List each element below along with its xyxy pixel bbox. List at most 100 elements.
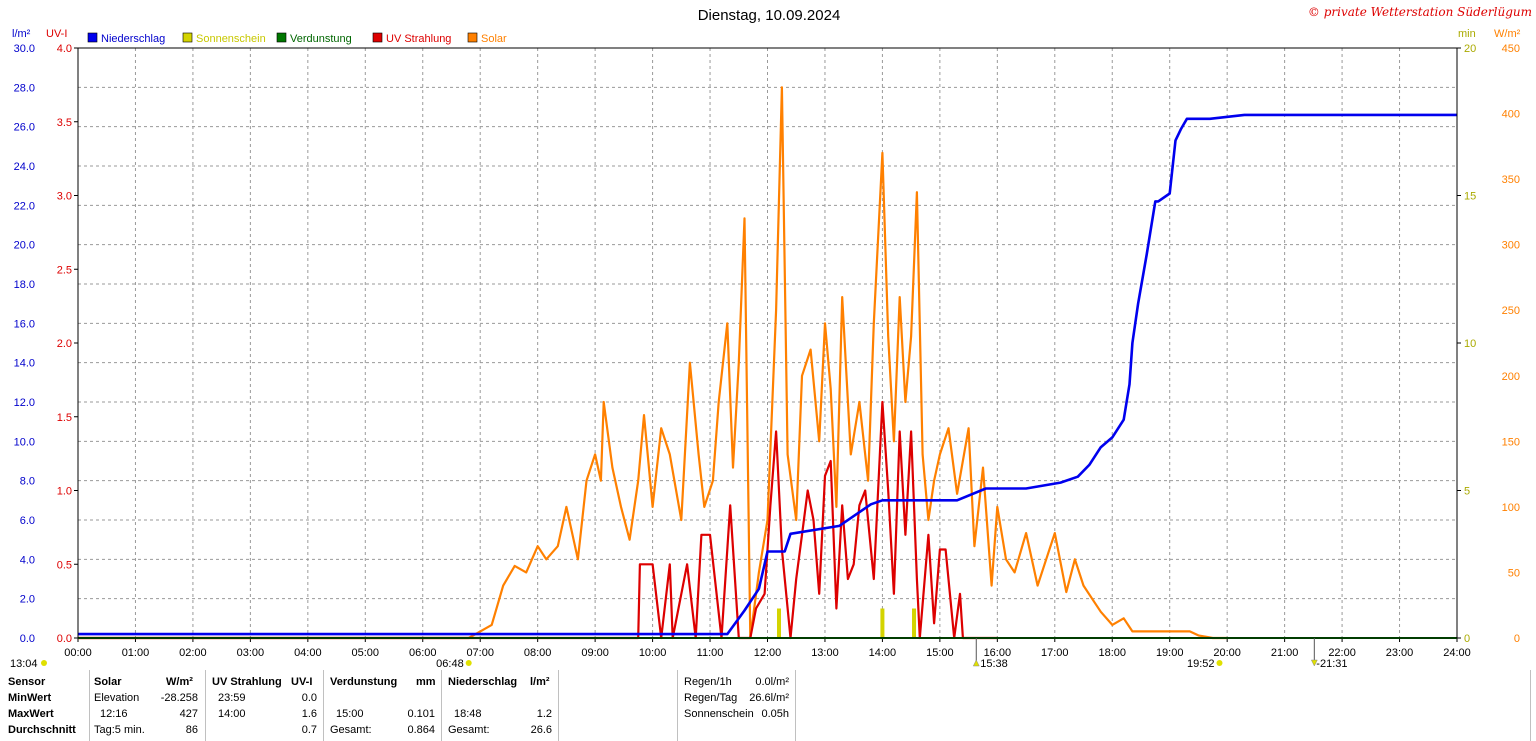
- legend-swatch-sonnenschein: [182, 32, 193, 43]
- y-tick-label-niederschlag: 28.0: [14, 82, 35, 94]
- y-tick-label-sonnenschein: 0: [1464, 633, 1470, 645]
- x-tick-label: 01:00: [122, 647, 150, 659]
- legend-label-verdunstung: Verdunstung: [290, 33, 352, 45]
- y-tick-label-solar: 150: [1502, 436, 1520, 448]
- stats-regen-tag-label: Regen/Tag: [684, 692, 738, 704]
- plot-frame: [77, 47, 1458, 639]
- axis-unit-sonnenschein: min: [1458, 28, 1476, 40]
- x-tick-label: 02:00: [179, 647, 207, 659]
- stats-divider: [795, 670, 796, 741]
- y-tick-label-sonnenschein: 5: [1464, 486, 1470, 498]
- axis-unit-solar: W/m²: [1494, 28, 1521, 40]
- x-tick-label: 16:00: [984, 647, 1012, 659]
- stats-row-label-min: MinWert: [8, 692, 52, 704]
- y-tick-label-solar: 0: [1514, 633, 1520, 645]
- stats-nied-total-label: Gesamt:: [448, 724, 490, 736]
- stats-header-verdunstung: Verdunstung: [330, 676, 398, 688]
- stats-sonnenschein-label: Sonnenschein: [684, 708, 754, 720]
- stats-solar-min-label: Elevation: [94, 692, 140, 704]
- stats-row-label-max: MaxWert: [8, 708, 54, 720]
- x-tick-label: 11:00: [697, 647, 724, 659]
- y-tick-label-uv: 1.5: [57, 412, 72, 424]
- x-tick-label: 17:00: [1041, 647, 1069, 659]
- y-tick-label-solar: 300: [1502, 240, 1520, 252]
- x-tick-label: 00:00: [64, 647, 92, 659]
- y-tick-label-niederschlag: 30.0: [14, 43, 35, 55]
- stats-regen-1h-value: 0.0l/m²: [755, 676, 789, 688]
- x-tick-label: 10:00: [639, 647, 667, 659]
- stats-solar-avg-value: 86: [185, 724, 198, 736]
- x-tick-label: 03:00: [237, 647, 265, 659]
- stats-solar-max-value: 427: [179, 708, 198, 720]
- stats-divider: [441, 670, 442, 741]
- x-tick-label: 09:00: [581, 647, 609, 659]
- x-tick-label: 14:00: [869, 647, 897, 659]
- x-tick-label: 22:00: [1328, 647, 1356, 659]
- x-tick-label: 06:00: [409, 647, 437, 659]
- y-tick-label-niederschlag: 4.0: [20, 554, 35, 566]
- legend-label-niederschlag: Niederschlag: [101, 33, 165, 45]
- y-tick-label-uv: 2.0: [57, 338, 72, 350]
- stats-verd-max-value: 0.101: [407, 708, 435, 720]
- y-tick-label-solar: 450: [1502, 43, 1520, 55]
- stats-divider: [677, 670, 678, 741]
- series-bar-sonnenschein: [776, 608, 781, 638]
- stats-divider: [558, 670, 559, 741]
- y-tick-label-sonnenschein: 20: [1464, 43, 1476, 55]
- x-tick-label: 15:00: [926, 647, 954, 659]
- stats-header-sensor: Sensor: [8, 676, 46, 688]
- y-tick-label-niederschlag: 6.0: [20, 515, 35, 527]
- y-tick-label-niederschlag: 0.0: [20, 633, 35, 645]
- legend-label-sonnenschein: Sonnenschein: [196, 33, 266, 45]
- y-tick-label-niederschlag: 10.0: [14, 436, 35, 448]
- legend: Niederschlag Sonnenschein Verdunstung UV…: [87, 32, 507, 45]
- stats-nied-max-value: 1.2: [536, 708, 552, 720]
- y-tick-label-uv: 2.5: [57, 264, 72, 276]
- stats-row-label-avg: Durchschnitt: [8, 724, 76, 736]
- stats-regen-tag-value: 26.6l/m²: [749, 692, 789, 704]
- series-bar-sonnenschein: [912, 608, 917, 638]
- marker-sunrise: 06:48: [436, 658, 464, 668]
- stats-divider: [1530, 670, 1531, 741]
- stats-uv-max-label: 14:00: [218, 708, 246, 720]
- stats-nied-total-value: 26.6: [530, 724, 552, 736]
- stats-verd-max-label: 15:00: [336, 708, 364, 720]
- y-tick-label-niederschlag: 8.0: [20, 476, 35, 488]
- series-line-uv: [78, 400, 998, 640]
- x-tick-label: 08:00: [524, 647, 552, 659]
- stats-uv-min-label: 23:59: [218, 692, 246, 704]
- sunset-icon: [1216, 660, 1223, 666]
- stats-header-uv-unit: UV-I: [291, 676, 313, 688]
- stats-header-verdunstung-unit: mm: [416, 676, 436, 688]
- legend-label-uv: UV Strahlung: [386, 33, 451, 45]
- y-tick-label-uv: 3.0: [57, 191, 72, 203]
- y-tick-label-solar: 400: [1502, 109, 1520, 121]
- y-tick-label-uv: 0.0: [57, 633, 72, 645]
- stats-header-niederschlag-unit: l/m²: [530, 676, 550, 688]
- marker-left-time: 13:04: [10, 658, 38, 668]
- copyright-text: © private Wetterstation Süderlügum: [1308, 5, 1532, 19]
- moon-icon: [1310, 659, 1318, 667]
- y-tick-label-solar: 200: [1502, 371, 1520, 383]
- chart-title: Dienstag, 10.09.2024: [698, 7, 841, 24]
- x-tick-label: 05:00: [352, 647, 380, 659]
- statistics-table: Sensor MinWert MaxWert Durchschnitt Sola…: [0, 668, 1536, 741]
- y-tick-label-solar: 50: [1508, 567, 1520, 579]
- series-line-niederschlag: [78, 113, 1457, 636]
- y-tick-label-solar: 100: [1502, 502, 1520, 514]
- weather-chart: Dienstag, 10.09.2024 © private Wettersta…: [10, 5, 1532, 668]
- sunrise-icon: [465, 660, 472, 666]
- sun-markers: 13:04 06:48 15:38 19:52 -21:31: [10, 638, 1348, 668]
- x-tick-label: 07:00: [466, 647, 494, 659]
- x-tick-label: 19:00: [1156, 647, 1184, 659]
- y-tick-label-niederschlag: 22.0: [14, 200, 35, 212]
- stats-divider: [323, 670, 324, 741]
- y-tick-label-niederschlag: 14.0: [14, 358, 35, 370]
- y-tick-label-uv: 3.5: [57, 117, 72, 129]
- axis-unit-uv: UV-I: [46, 28, 67, 40]
- stats-regen-1h-label: Regen/1h: [684, 676, 732, 688]
- marker-solar-noon: 15:38: [980, 658, 1008, 668]
- x-tick-label: 20:00: [1213, 647, 1241, 659]
- axis-ticks: 00:00 01:00 02:00 03:00 04:00 05:00 06:00 07:00…: [14, 43, 1520, 659]
- y-tick-label-niederschlag: 24.0: [14, 161, 35, 173]
